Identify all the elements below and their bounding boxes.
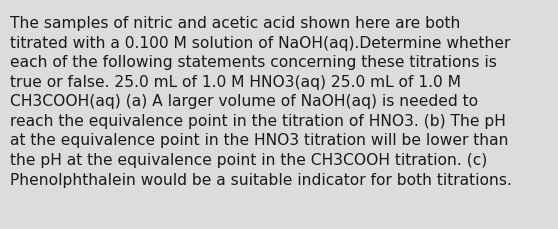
Text: The samples of nitric and acetic acid shown here are both
titrated with a 0.100 : The samples of nitric and acetic acid sh… — [10, 16, 512, 187]
